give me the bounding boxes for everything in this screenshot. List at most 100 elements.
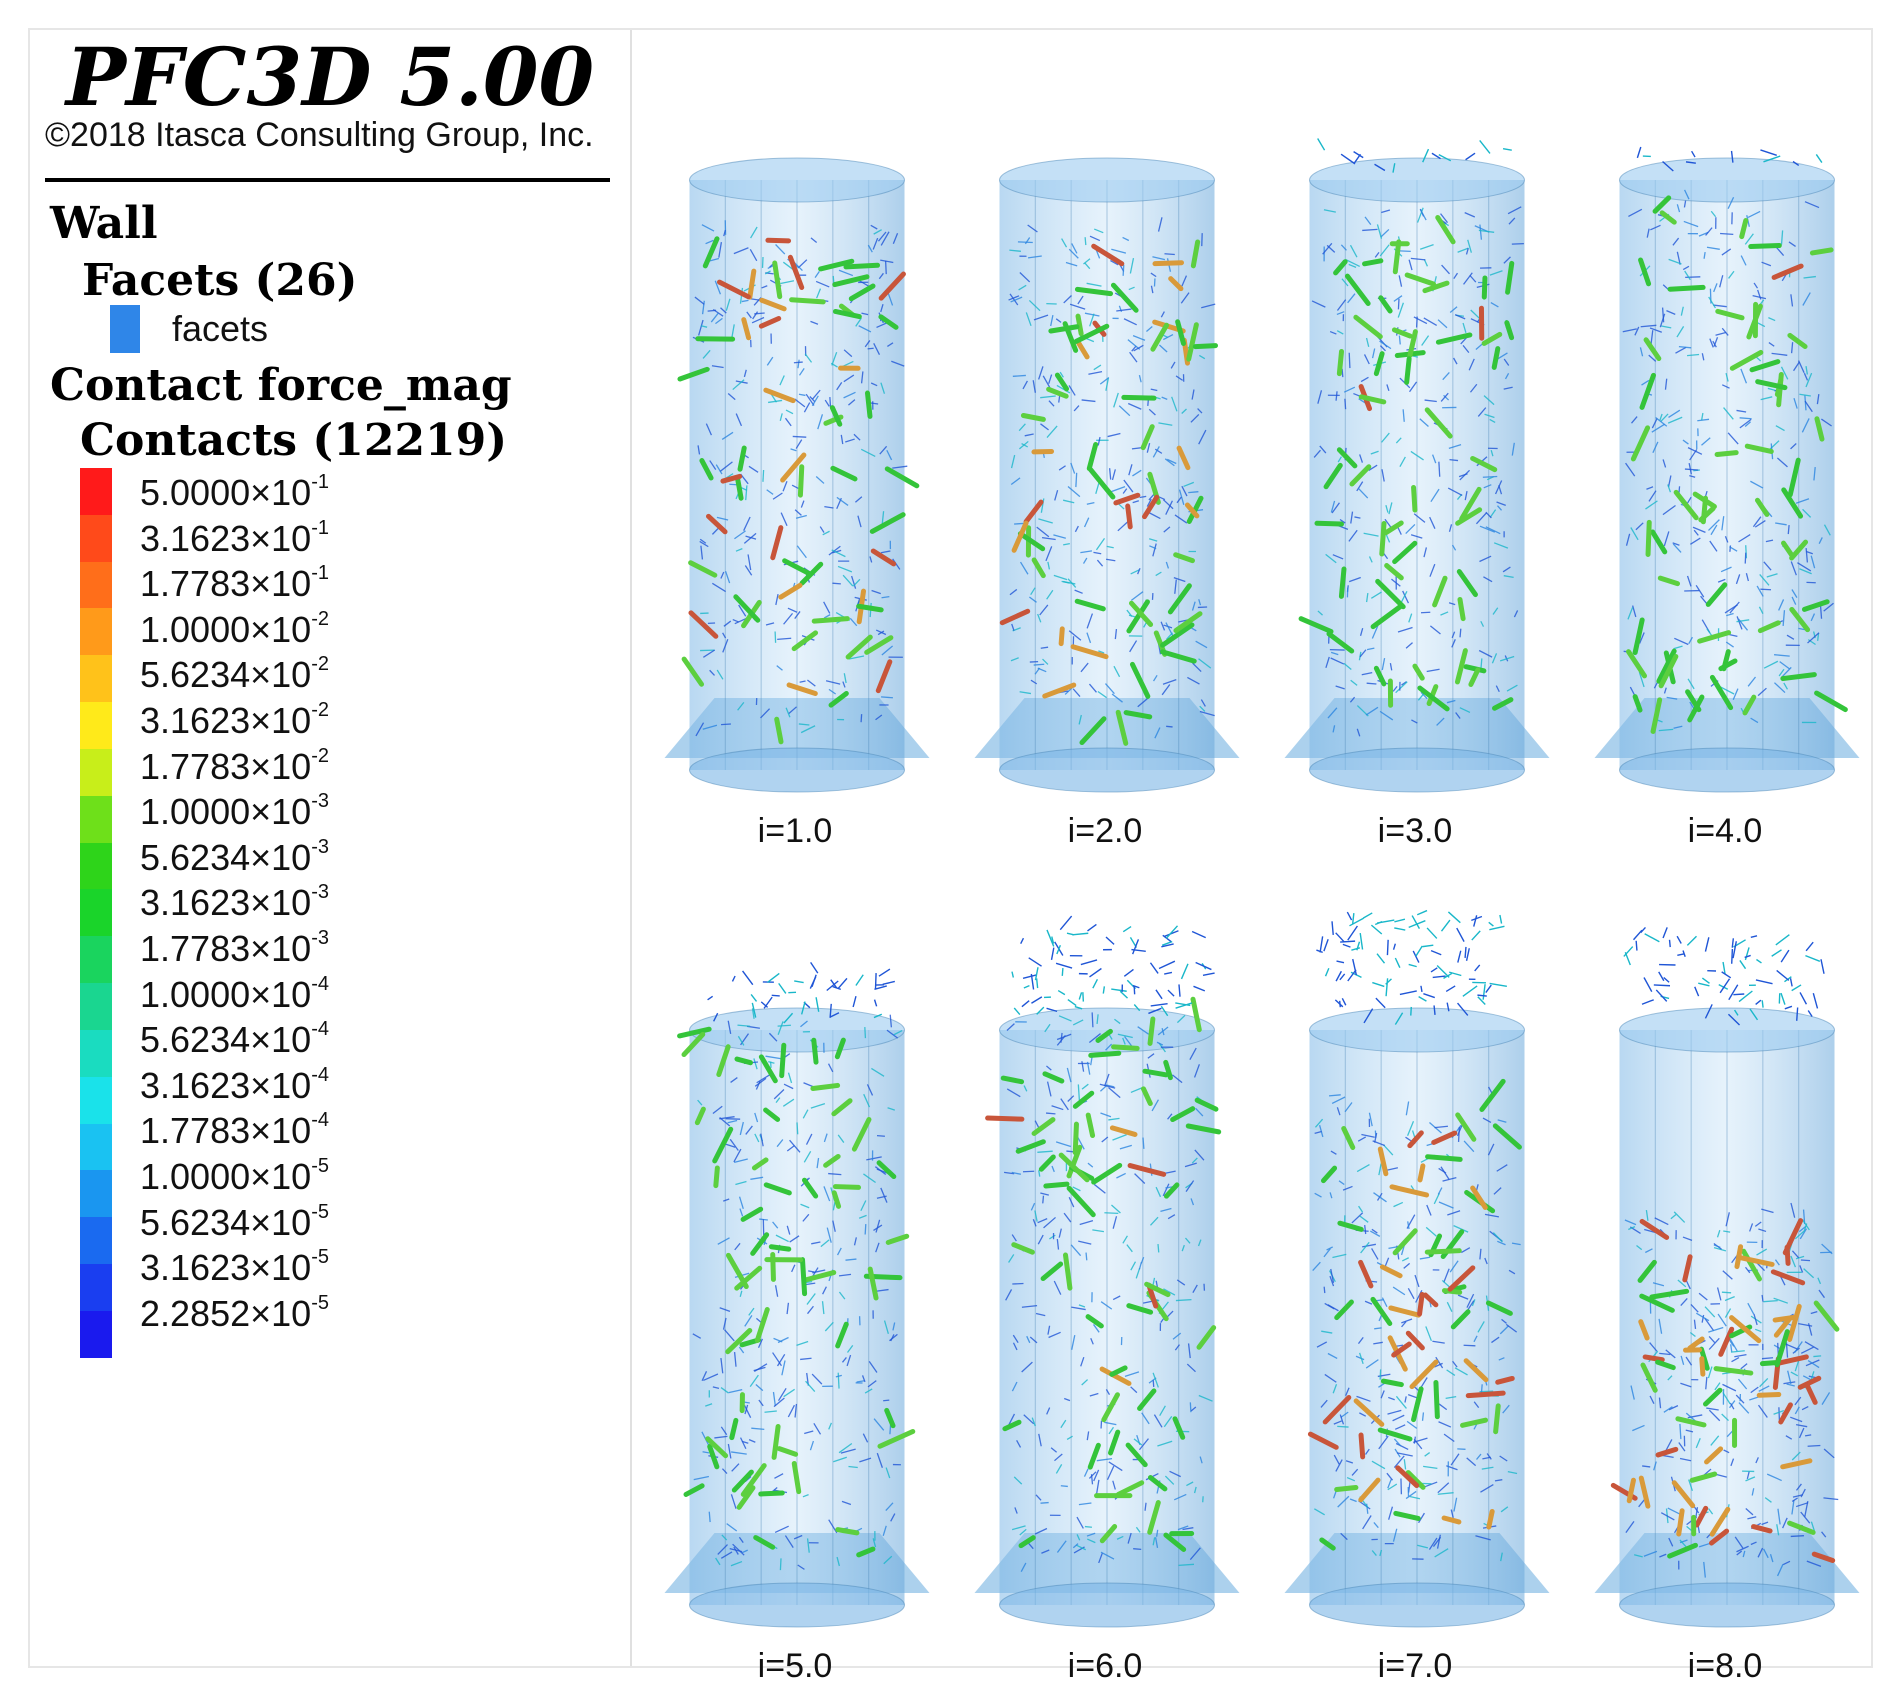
weak-contact (1801, 1406, 1809, 1411)
weak-contact (1095, 538, 1106, 551)
weak-contact (837, 1134, 845, 1143)
weak-contact (1477, 407, 1487, 417)
weak-contact (1327, 1304, 1339, 1312)
strong-contact (758, 1054, 778, 1084)
weak-contact (1646, 228, 1650, 238)
weak-contact (1095, 481, 1100, 494)
weak-contact (1101, 1136, 1109, 1143)
overflow-contact (1632, 929, 1643, 941)
weak-contact (1685, 276, 1701, 279)
cylinder-bottom (689, 1582, 905, 1628)
weak-contact (1123, 479, 1134, 493)
overflow-contact (1738, 990, 1753, 1003)
weak-contact (1721, 384, 1730, 389)
weak-contact (1513, 610, 1519, 618)
overflow-contact (1485, 984, 1492, 993)
weak-contact (1648, 354, 1657, 362)
weak-contact (693, 1475, 710, 1481)
weak-contact (1064, 1397, 1071, 1402)
weak-contact (1724, 1308, 1732, 1318)
weak-contact (1477, 1321, 1485, 1333)
weak-contact (805, 393, 815, 406)
cylinder-body (1619, 180, 1835, 770)
weak-contact (1008, 1254, 1015, 1263)
strong-contact (1126, 1303, 1154, 1315)
weak-contact (739, 1121, 744, 1136)
strong-contact (1370, 602, 1405, 630)
weak-contact (735, 413, 743, 427)
weak-contact (1440, 611, 1449, 616)
weak-contact (1793, 397, 1798, 409)
weak-contact (1045, 546, 1053, 562)
weak-contact (1475, 512, 1488, 525)
weak-contact (1140, 1256, 1145, 1264)
weak-contact (784, 417, 792, 427)
weak-contact (881, 595, 890, 599)
weak-contact (1151, 1099, 1160, 1112)
weak-contact (1698, 231, 1709, 237)
strong-contact (1108, 1429, 1121, 1456)
weak-contact (1663, 687, 1667, 694)
weak-contact (1698, 1292, 1708, 1301)
weak-contact (890, 1513, 896, 1522)
weak-contact (1706, 246, 1720, 250)
weak-contact (738, 1346, 745, 1354)
weak-contact (1482, 475, 1498, 478)
cylinder-panel (1594, 146, 1860, 793)
weak-contact (1365, 1359, 1379, 1369)
strong-contact (1457, 596, 1466, 622)
weak-contact (1405, 523, 1416, 535)
overflow-contact (1059, 915, 1073, 931)
weak-contact (1188, 491, 1199, 494)
weak-contact (719, 1116, 735, 1120)
weak-contact (1338, 1180, 1345, 1186)
weak-contact (730, 1560, 743, 1567)
strong-contact (869, 512, 906, 534)
weak-contact (1721, 516, 1725, 531)
weak-contact (703, 1373, 719, 1382)
weak-contact (1152, 1372, 1159, 1388)
weak-contact (1166, 632, 1173, 640)
weak-contact (1062, 499, 1075, 504)
weak-contact (1761, 1521, 1769, 1526)
overflow-contact (1430, 967, 1438, 973)
overflow-contact (1080, 959, 1098, 966)
color-scale-segment (80, 1264, 112, 1311)
weak-contact (1054, 489, 1059, 501)
weak-contact (1453, 272, 1459, 280)
cylinder-bottom (999, 1582, 1215, 1628)
weak-contact (800, 725, 816, 734)
overflow-contact (1640, 926, 1646, 934)
weak-contact (1030, 1202, 1036, 1211)
cylinder-panel (1594, 926, 1860, 1628)
weak-contact (782, 1098, 795, 1107)
weak-contact (1111, 248, 1127, 254)
weak-contact (1794, 1396, 1802, 1406)
tick-exponent: -3 (311, 927, 329, 949)
weak-contact (715, 1557, 721, 1566)
weak-contact (1084, 312, 1100, 317)
overflow-contact (1359, 932, 1364, 950)
weak-contact (1387, 1479, 1392, 1489)
weak-contact (1398, 335, 1401, 345)
weak-contact (857, 515, 862, 528)
strong-contact (1031, 557, 1046, 579)
weak-contact (720, 1387, 729, 1394)
strong-contact (1814, 690, 1848, 713)
weak-contact (1357, 1136, 1367, 1142)
weak-contact (1667, 484, 1672, 493)
overflow-contact (1363, 1008, 1374, 1024)
weak-contact (1432, 1340, 1445, 1344)
weak-contact (815, 476, 825, 484)
strong-contact (1375, 578, 1406, 610)
color-scale-tick: 5.6234×10-3 (140, 836, 329, 879)
weak-contact (1323, 1286, 1326, 1294)
strong-contact (1465, 1390, 1506, 1399)
overflow-contact (1488, 921, 1494, 927)
weak-contact (1096, 1457, 1113, 1462)
strong-contact (1455, 507, 1483, 526)
weak-contact (1480, 620, 1485, 627)
weak-contact (1042, 1195, 1045, 1204)
weak-contact (1480, 658, 1483, 669)
strong-contact (1411, 1386, 1424, 1423)
